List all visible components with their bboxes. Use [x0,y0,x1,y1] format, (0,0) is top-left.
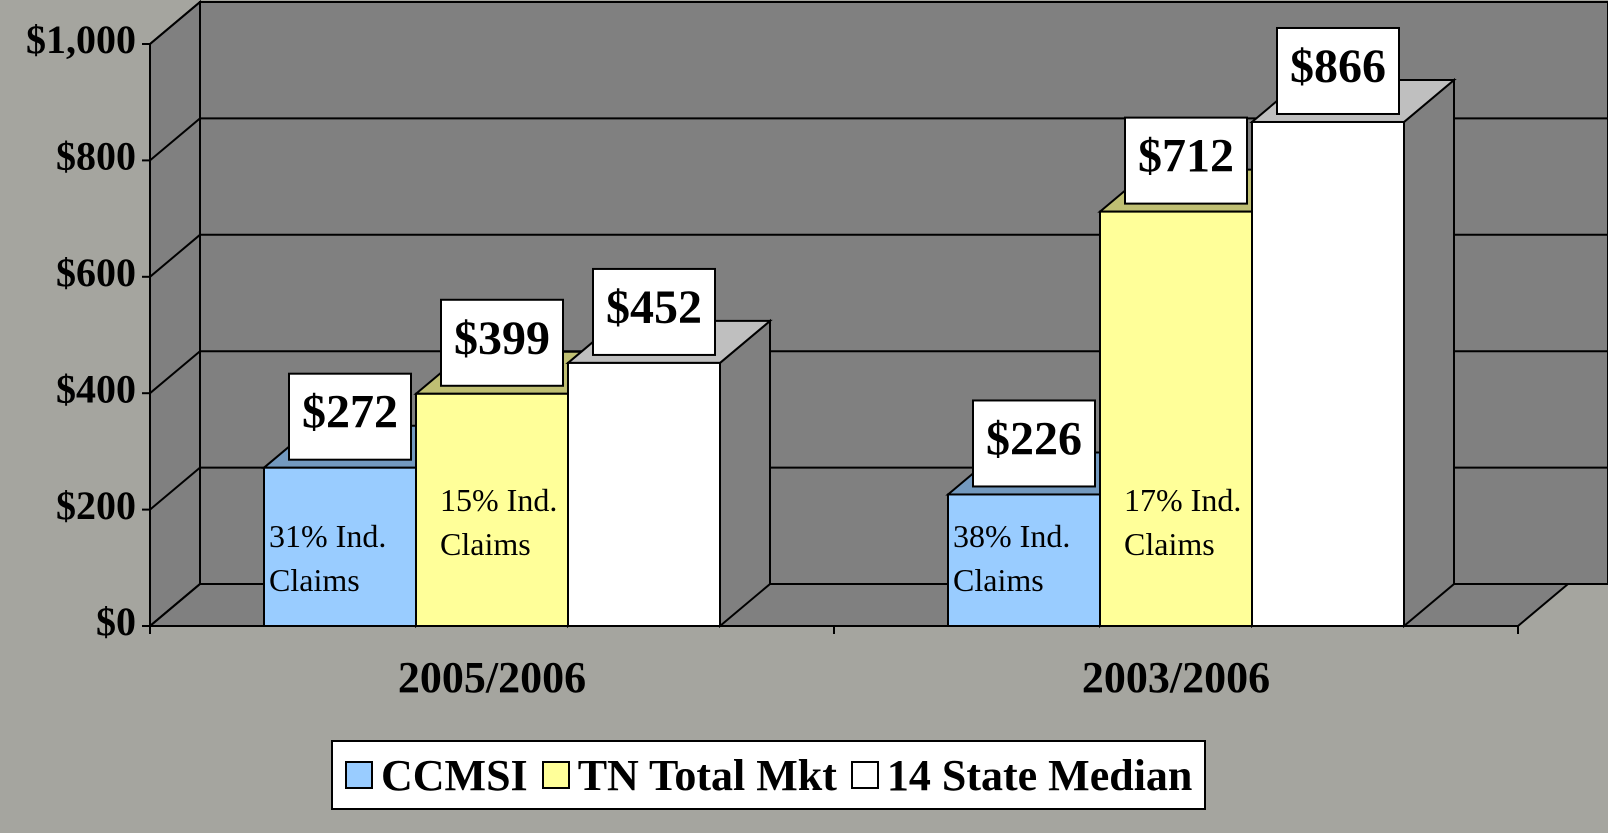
bar-note: 15% Ind. Claims [440,482,558,562]
bar-note: 38% Ind. Claims [953,518,1071,598]
value-label-box [1124,116,1248,205]
bar-front [567,361,721,627]
x-tick-label: 2003/2006 [1082,653,1270,702]
side-wall [149,0,201,629]
bar-front [263,466,417,628]
value-label: $712 [1138,130,1234,183]
value-label-box [1276,26,1400,115]
legend-label: 14 State Median [886,750,1193,800]
legend-item: 14 State Median [850,750,1193,801]
legend-swatch [345,761,373,789]
value-label: $272 [302,386,398,439]
bar-front [947,493,1101,627]
bar-note: 31% Ind. Claims [269,518,387,598]
x-tick-label: 2005/2006 [398,653,586,702]
legend-swatch [850,761,879,789]
value-label: $399 [454,312,550,365]
bar-note: 17% Ind. Claims [1124,482,1242,562]
value-label-box [288,372,412,461]
bar-front [415,392,569,628]
value-label-box [440,298,564,387]
grid-line [149,1,1608,45]
y-tick-label: $400 [56,366,136,411]
value-label: $226 [986,412,1082,465]
legend-label: CCMSI [381,750,528,800]
value-label-box [592,267,716,356]
y-tick-label: $600 [56,250,136,295]
bar [565,318,773,629]
y-tick-label: $0 [96,599,136,644]
bar-front [1099,210,1253,627]
legend-item: TN Total Mkt [541,750,837,801]
y-tick-label: $1,000 [26,17,136,62]
bar-side [719,318,771,629]
y-tick-label: $800 [56,134,136,179]
bar-side [1403,77,1455,629]
bar [1249,77,1457,629]
value-label: $866 [1290,40,1386,93]
legend: CCMSI TN Total Mkt 14 State Median [331,740,1207,810]
legend-swatch [541,761,570,789]
bar-front [1251,120,1405,627]
value-label: $452 [606,281,702,334]
legend-label: TN Total Mkt [577,750,837,800]
y-tick-label: $200 [56,483,136,528]
value-label-box [972,399,1096,488]
legend-item: CCMSI [345,750,528,801]
